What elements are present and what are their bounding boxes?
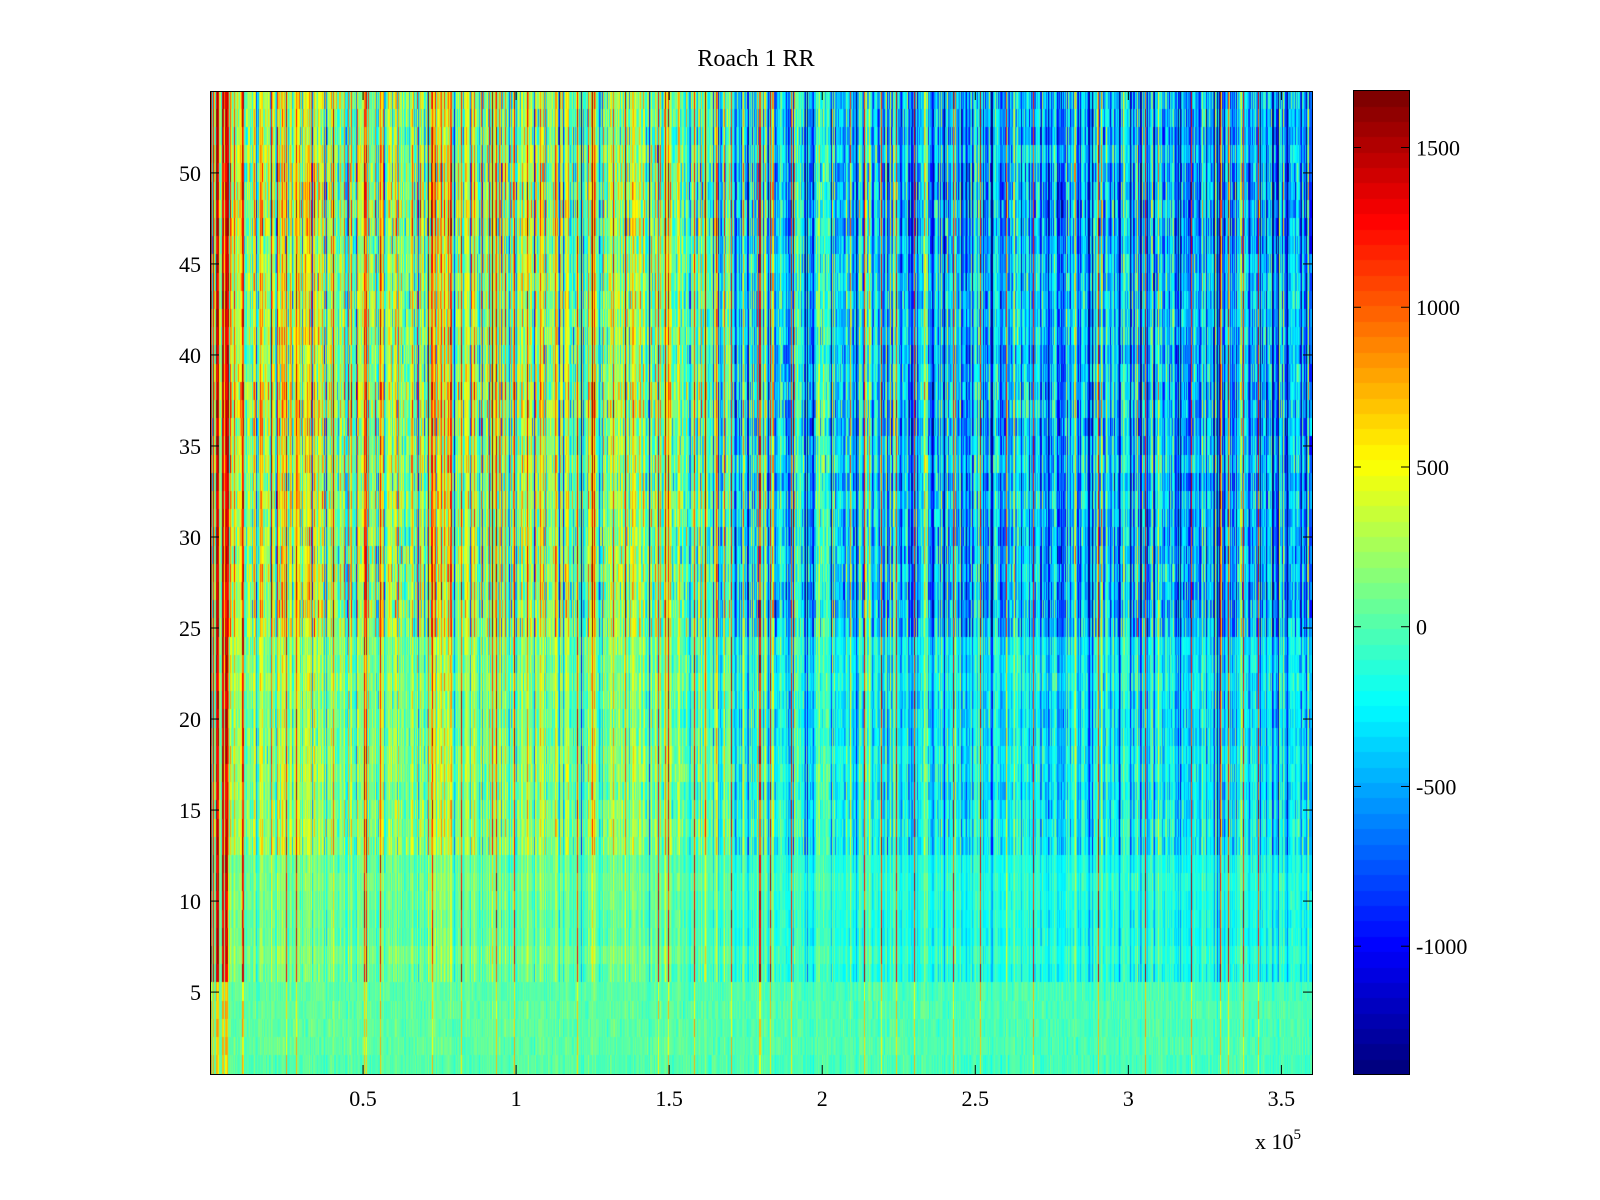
- x-tick-label: 3.5: [1268, 1086, 1296, 1111]
- x-axis: 0.5 1 1.5 2 2.5 3 3.5: [349, 91, 1295, 1111]
- chart-title: Roach 1 RR: [697, 46, 814, 72]
- colorbar-tick-label: 1500: [1416, 136, 1460, 161]
- x-tick-label: 2: [817, 1086, 828, 1111]
- x-multiplier-base: x 10: [1255, 1129, 1294, 1154]
- y-tick-label: 25: [179, 616, 201, 641]
- x-tick-label: 3: [1123, 1086, 1134, 1111]
- colorbar-tick-label: 1000: [1416, 295, 1460, 320]
- colorbar-tick-label: 500: [1416, 455, 1449, 480]
- y-tick-label: 40: [179, 343, 201, 368]
- x-tick-label: 0.5: [349, 1086, 377, 1111]
- x-tick-label: 2.5: [962, 1086, 990, 1111]
- colorbar-tick-label: 0: [1416, 615, 1427, 640]
- y-tick-label: 10: [179, 889, 201, 914]
- colorbar-tick-label: -500: [1416, 774, 1456, 799]
- heatmap-image: [210, 91, 1312, 1074]
- x-multiplier: x 105: [1255, 1127, 1301, 1154]
- y-tick-label: 35: [179, 434, 201, 459]
- x-tick-label: 1.5: [655, 1086, 683, 1111]
- x-multiplier-exponent: 5: [1294, 1127, 1302, 1143]
- plot-axes-box: [210, 91, 1313, 1075]
- y-tick-label: 30: [179, 525, 201, 550]
- y-tick-label: 50: [179, 161, 201, 186]
- y-axis: 5 10 15 20 25 30 35 40 45 50: [179, 161, 1312, 1005]
- x-tick-label: 1: [511, 1086, 522, 1111]
- colorbar-image: [1353, 90, 1409, 1074]
- y-tick-label: 5: [190, 980, 201, 1005]
- colorbar-axis: 1500 1000 500 0 -500 -1000: [1353, 136, 1467, 959]
- y-tick-label: 45: [179, 252, 201, 277]
- colorbar-box: [1353, 90, 1410, 1075]
- colorbar-tick-label: -1000: [1416, 934, 1467, 959]
- y-tick-label: 15: [179, 798, 201, 823]
- y-tick-label: 20: [179, 707, 201, 732]
